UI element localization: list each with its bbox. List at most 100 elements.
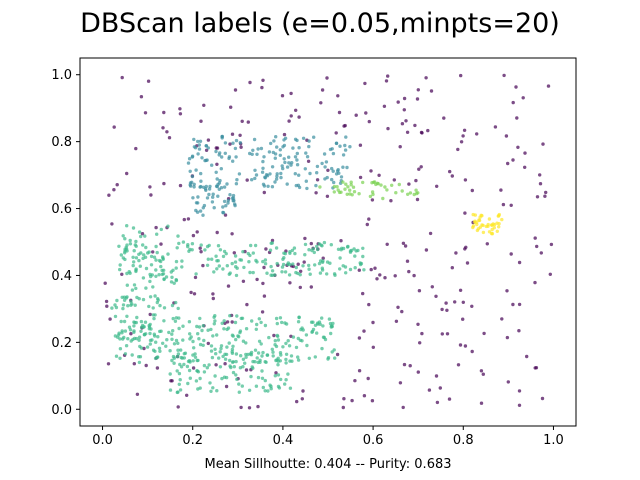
scatter-point <box>110 306 114 310</box>
scatter-point <box>138 344 142 349</box>
scatter-point <box>330 350 334 354</box>
scatter-point <box>255 322 259 327</box>
scatter-point <box>134 239 138 244</box>
scatter-point <box>209 349 214 353</box>
scatter-point <box>194 208 198 213</box>
scatter-point <box>223 151 227 155</box>
scatter-point <box>239 405 243 410</box>
scatter-point <box>267 150 272 154</box>
scatter-point <box>233 146 238 151</box>
scatter-point <box>515 116 519 120</box>
scatter-point <box>260 354 264 358</box>
scatter-point <box>235 178 239 182</box>
scatter-point <box>287 344 292 348</box>
scatter-point <box>378 273 382 277</box>
scatter-point <box>124 245 128 249</box>
scatter-point <box>307 139 311 143</box>
scatter-point <box>128 242 133 246</box>
scatter-point <box>195 324 199 329</box>
scatter-point <box>261 78 265 83</box>
scatter-point <box>514 85 518 89</box>
scatter-point <box>329 243 333 247</box>
scatter-point <box>256 360 260 365</box>
scatter-point <box>343 148 348 152</box>
scatter-point <box>430 285 434 289</box>
scatter-point <box>458 288 463 292</box>
scatter-point <box>125 249 129 253</box>
scatter-point <box>357 336 362 340</box>
scatter-point <box>197 147 202 151</box>
scatter-point <box>412 273 416 278</box>
scatter-point <box>517 329 521 333</box>
scatter-point <box>283 160 287 165</box>
scatter-point <box>191 233 196 238</box>
scatter-point <box>261 159 265 164</box>
scatter-point <box>199 184 203 189</box>
scatter-point <box>353 379 357 383</box>
scatter-point <box>223 357 228 361</box>
scatter-point <box>331 169 335 173</box>
scatter-point <box>403 244 408 248</box>
scatter-point <box>325 76 329 80</box>
scatter-point <box>273 339 277 343</box>
scatter-point <box>279 175 283 180</box>
scatter-point <box>221 254 226 259</box>
scatter-point <box>495 229 499 233</box>
scatter-point <box>277 386 282 390</box>
scatter-point <box>420 331 424 336</box>
scatter-point <box>103 281 107 285</box>
scatter-point <box>440 307 444 312</box>
scatter-point <box>261 166 265 170</box>
scatter-point <box>133 303 137 307</box>
scatter-point <box>123 257 127 262</box>
scatter-point <box>408 364 412 368</box>
scatter-point <box>275 333 279 338</box>
scatter-point <box>245 178 249 182</box>
scatter-point <box>294 345 299 350</box>
scatter-point <box>303 253 307 257</box>
scatter-point <box>188 169 192 173</box>
scatter-point <box>188 376 192 380</box>
scatter-point <box>456 363 461 367</box>
scatter-point <box>210 200 215 204</box>
scatter-point <box>179 355 183 360</box>
x-tick-label: 0.2 <box>182 433 203 448</box>
scatter-point <box>231 360 235 364</box>
scatter-point <box>336 247 341 251</box>
scatter-point <box>241 357 246 361</box>
scatter-point <box>115 298 119 303</box>
scatter-point <box>248 270 252 275</box>
scatter-point <box>202 363 207 368</box>
scatter-point <box>199 119 203 123</box>
scatter-point <box>456 147 460 152</box>
scatter-point <box>396 100 400 104</box>
scatter-point <box>293 251 297 256</box>
scatter-point <box>238 330 242 335</box>
scatter-point <box>107 193 111 197</box>
scatter-point <box>345 192 349 196</box>
scatter-point <box>389 199 393 203</box>
scatter-point <box>230 196 235 200</box>
scatter-point <box>131 226 136 230</box>
scatter-point <box>246 120 250 124</box>
scatter-point <box>386 74 390 78</box>
scatter-point <box>427 388 432 392</box>
scatter-point <box>324 160 329 164</box>
scatter-point <box>265 353 270 357</box>
scatter-point <box>320 161 324 166</box>
scatter-point <box>509 252 513 256</box>
scatter-point <box>538 173 542 177</box>
scatter-point <box>151 250 155 254</box>
scatter-point <box>220 136 224 140</box>
scatter-point <box>158 349 162 353</box>
scatter-point <box>237 172 242 176</box>
scatter-point <box>244 341 248 345</box>
scatter-point <box>137 335 142 339</box>
scatter-point <box>132 260 136 264</box>
scatter-point <box>275 172 279 176</box>
x-tick-label: 0.4 <box>273 433 294 448</box>
scatter-point <box>178 388 183 392</box>
scatter-point <box>291 262 295 266</box>
scatter-point <box>217 181 222 185</box>
scatter-point <box>244 327 249 331</box>
